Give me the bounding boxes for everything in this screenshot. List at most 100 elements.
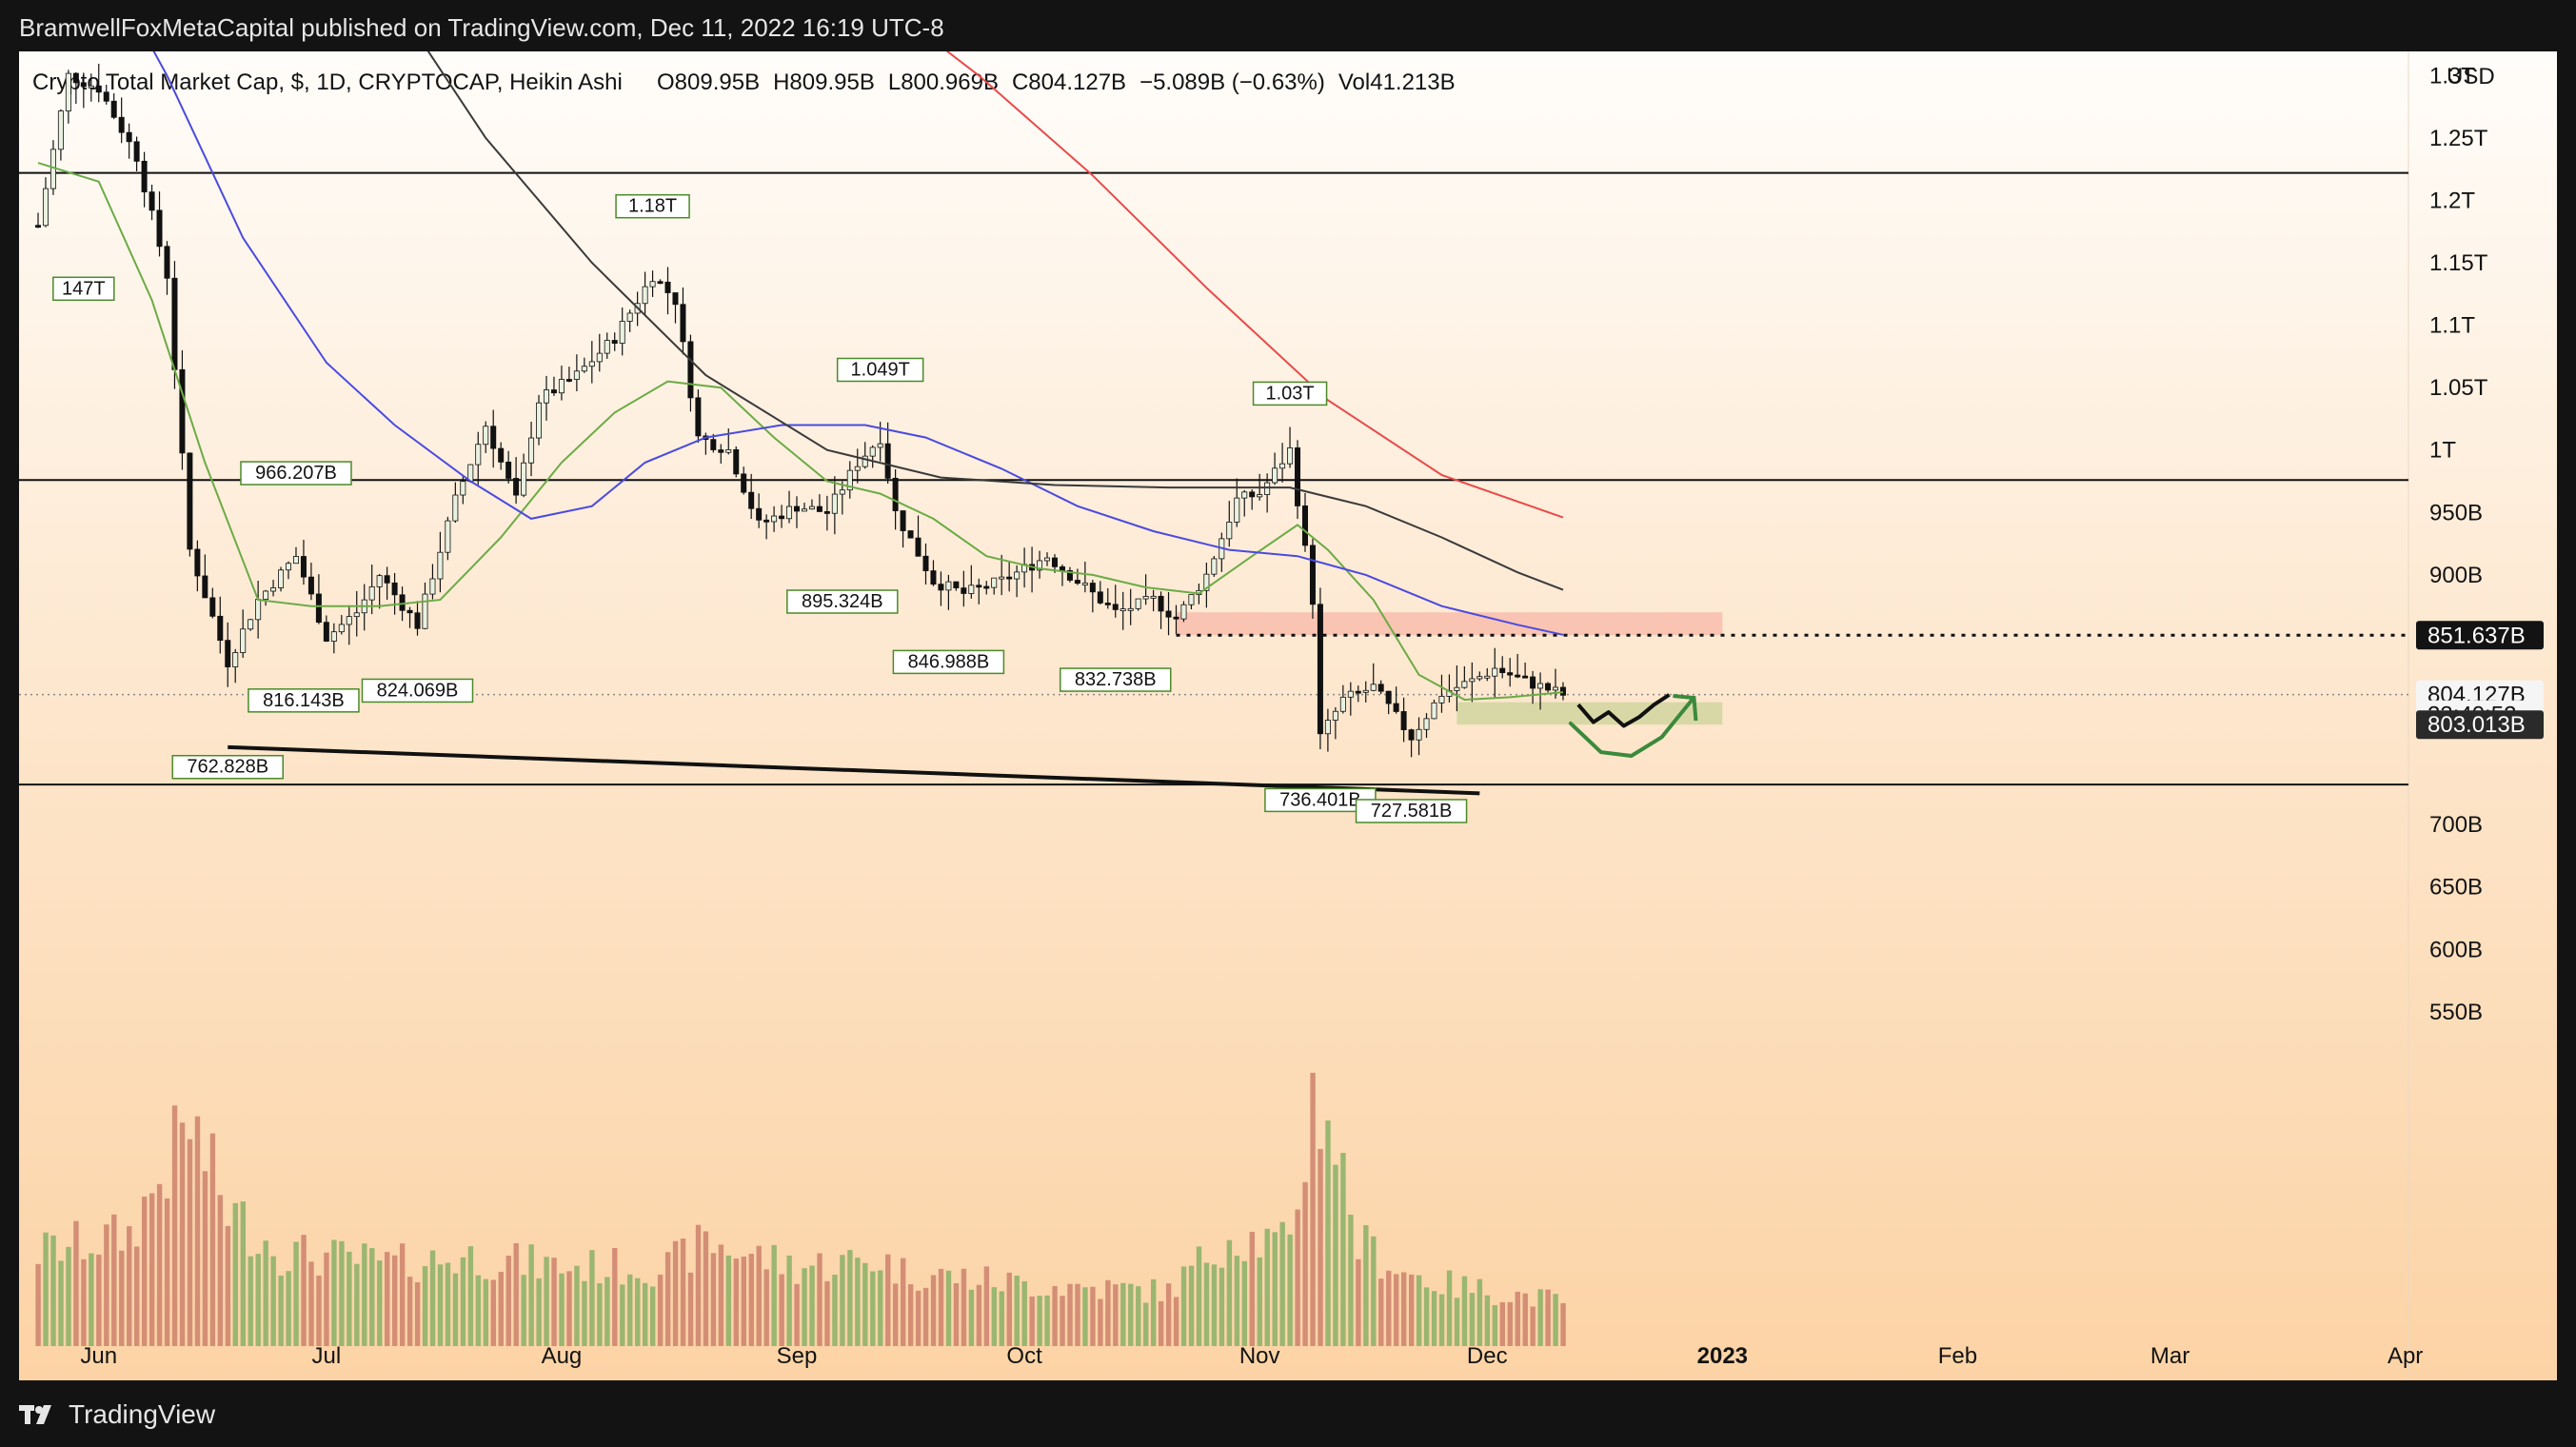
candle-body (907, 530, 914, 539)
volume-bar (134, 1246, 140, 1346)
volume-bar (983, 1266, 990, 1346)
volume-bar (1136, 1286, 1141, 1346)
chart-title: Crypto Total Market Cap, $, 1D, CRYPTOCA… (32, 69, 623, 95)
volume-bar (35, 1263, 41, 1346)
volume-bar (809, 1265, 815, 1346)
candle-body (543, 389, 549, 404)
volume-bar (1378, 1279, 1384, 1346)
price-chart[interactable]: Crypto Total Market Cap, $, 1D, CRYPTOCA… (19, 51, 2557, 1380)
candle-body (187, 452, 193, 550)
volume-bar (922, 1287, 929, 1346)
candle-body (1037, 560, 1043, 571)
candle-body (1211, 558, 1218, 575)
ohlc-value: H809.95B (773, 69, 875, 95)
candle-body (786, 505, 793, 520)
support-trendline (228, 744, 1480, 796)
candle-body (315, 593, 322, 624)
candle-body (1188, 594, 1195, 605)
volume-bar (930, 1275, 937, 1346)
candle-body (604, 340, 610, 354)
candle-body (1499, 667, 1506, 673)
candle-body (164, 246, 170, 279)
volume-bar (649, 1286, 656, 1346)
price-annotation-label: 824.069B (377, 680, 459, 701)
candle-body (72, 72, 79, 84)
volume-bar (347, 1251, 352, 1346)
candle-body (232, 652, 239, 667)
candle-body (263, 590, 269, 601)
volume-bar (627, 1274, 633, 1346)
candle-body (376, 575, 383, 587)
volume-bar (968, 1289, 975, 1346)
candle-body (1051, 557, 1058, 567)
ohlc-value: C804.127B (1012, 69, 1126, 95)
candle-body (1203, 573, 1210, 591)
volume-bar (179, 1122, 186, 1346)
volume-bar (293, 1241, 299, 1346)
volume-bar (1553, 1294, 1558, 1346)
candle-body (854, 466, 861, 471)
candle-body (999, 576, 1005, 580)
candle-body (80, 82, 87, 88)
candle-body (1112, 604, 1119, 610)
candle-body (399, 594, 406, 611)
candle-body (1279, 463, 1286, 469)
volume-bar (756, 1245, 762, 1346)
candle-body (1272, 467, 1278, 484)
volume-bar (855, 1258, 861, 1346)
volume-bar (1082, 1287, 1088, 1346)
candle-body (1385, 690, 1392, 704)
candle-body (877, 443, 883, 448)
price-annotation-label: 147T (62, 278, 106, 299)
volume-bar (1203, 1262, 1210, 1346)
candle-body (1423, 718, 1430, 730)
price-annotation-box (361, 678, 474, 704)
volume-bar (1348, 1214, 1354, 1346)
volume-bar (1310, 1072, 1316, 1346)
candle-body (672, 292, 679, 306)
volume-bar (817, 1253, 822, 1346)
candle-body (626, 312, 633, 322)
volume-bar (316, 1275, 322, 1346)
x-tick-label: Jun (80, 1343, 117, 1369)
volume-bar (141, 1197, 148, 1346)
volume-bar (111, 1214, 117, 1346)
volume-bar (582, 1280, 587, 1346)
moving-average-line (37, 162, 1564, 702)
volume-bar (1560, 1302, 1566, 1346)
volume-bar (50, 1235, 56, 1346)
x-tick-label: Nov (1239, 1343, 1280, 1369)
candle-body (779, 515, 785, 520)
volume-bar (66, 1246, 71, 1346)
volume-bar (1006, 1272, 1012, 1346)
candle-body (95, 85, 102, 93)
tradingview-logo-icon (19, 1405, 51, 1424)
volume-bar (1394, 1274, 1399, 1346)
candle-body (611, 340, 618, 345)
candle-body (118, 116, 125, 133)
price-annotation-box (240, 461, 352, 486)
volume-bar (1431, 1291, 1437, 1346)
candle-body (103, 91, 109, 102)
volume-bar (1075, 1283, 1080, 1346)
candle-body (1431, 702, 1437, 720)
footer-brand[interactable]: TradingView (19, 1399, 215, 1430)
ohlc-value: L800.969B (888, 69, 999, 95)
y-tick-label: 600B (2429, 937, 2483, 962)
candle-body (406, 609, 413, 614)
volume-bar (1143, 1302, 1149, 1346)
volume-bar (1295, 1209, 1300, 1346)
candle-body (869, 446, 876, 457)
candle-body (475, 444, 482, 466)
candle-body (1158, 595, 1164, 612)
candle-body (1142, 596, 1149, 600)
publisher-line: BramwellFoxMetaCapital published on Trad… (19, 13, 944, 42)
volume-bar (589, 1250, 595, 1346)
volume-bar (1173, 1297, 1179, 1346)
candle-body (953, 581, 960, 588)
x-tick-label: Aug (542, 1343, 583, 1369)
volume-bar (429, 1250, 436, 1346)
volume-bar (104, 1224, 109, 1346)
candle-body (209, 597, 216, 617)
